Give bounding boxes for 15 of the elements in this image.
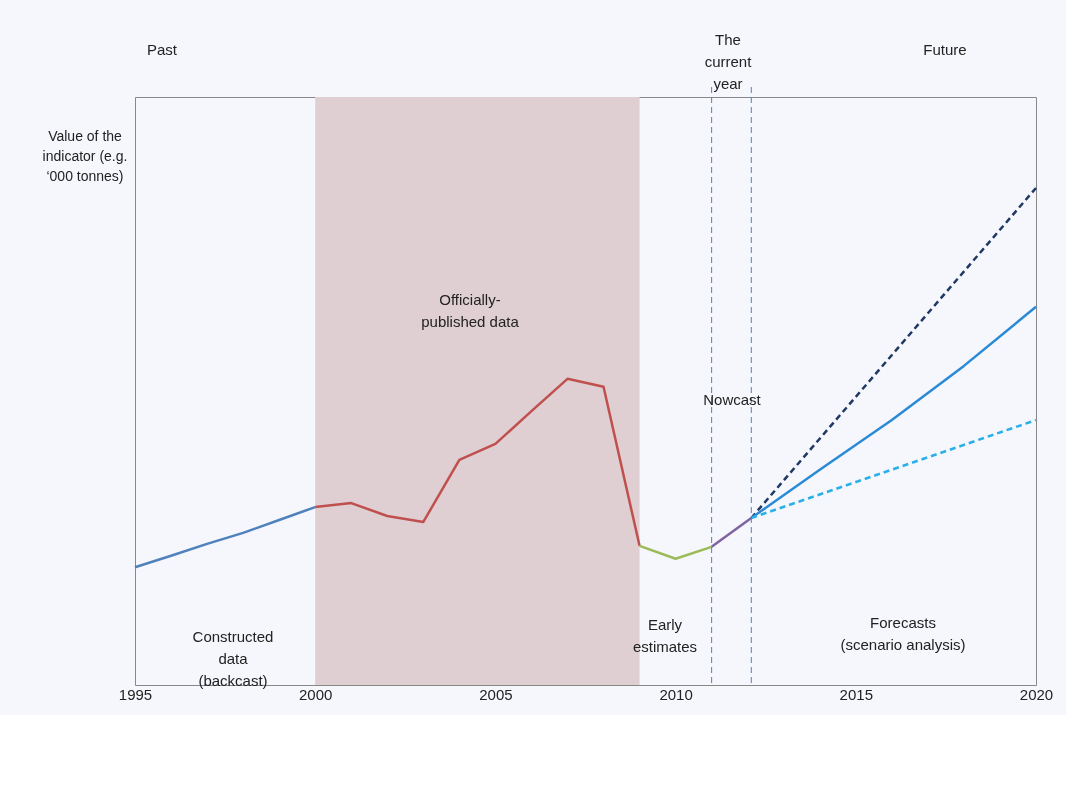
text: Past <box>146 41 178 58</box>
x-tick-label: 2010 <box>659 685 693 703</box>
text: The current year <box>704 31 753 92</box>
annotation: Forecasts (scenario analysis) <box>840 614 966 653</box>
annotation: Nowcast <box>703 391 762 408</box>
annotation: Officially- published data <box>421 291 520 330</box>
annotation: Constructed data (backcast) <box>192 628 274 689</box>
x-tick-label: 2015 <box>839 685 873 703</box>
y-axis-title: Value of the indicator (e.g. ‘000 tonnes) <box>42 128 128 184</box>
x-tick-label: 2000 <box>299 685 333 703</box>
annotation: Early estimates <box>632 616 698 655</box>
text: Future <box>923 41 967 58</box>
x-tick-label: 1995 <box>118 685 153 703</box>
x-tick-label: 2020 <box>1019 685 1054 703</box>
x-tick-label: 2005 <box>479 685 513 703</box>
